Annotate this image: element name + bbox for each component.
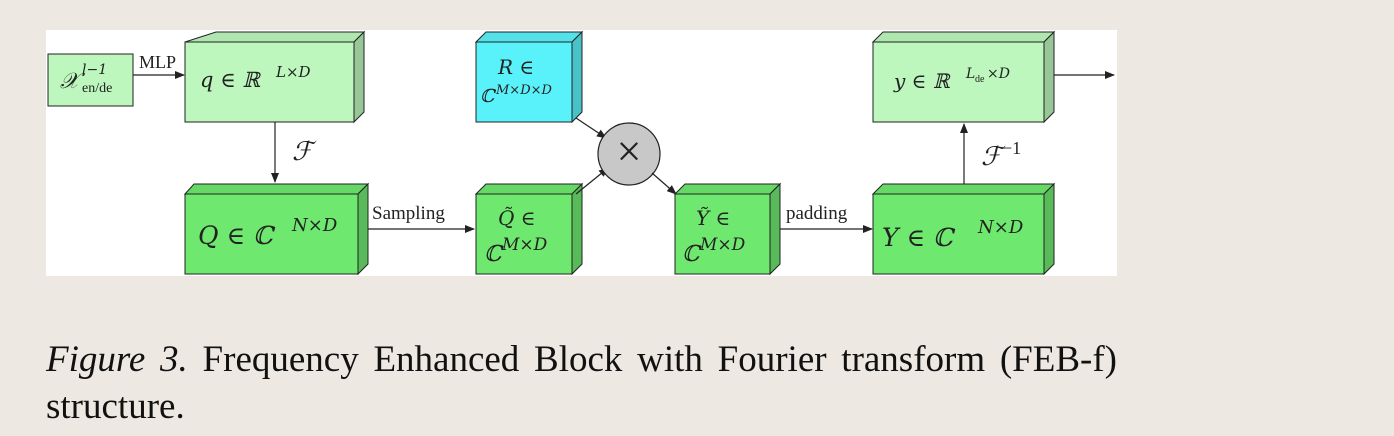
Q-tilde-line1: Q̃ ∈ — [498, 206, 536, 230]
y-sup: L — [965, 66, 975, 82]
Y-tilde-line2: ℂ — [682, 242, 702, 267]
feb-f-diagram: 𝒳 l−1 en/de MLP q ∈ ℝ L×D ℱ Q ∈ ℂ N×D Sa… — [46, 30, 1117, 276]
q-node: q ∈ ℝ L×D — [184, 30, 366, 124]
figure-label: Figure 3. — [46, 339, 188, 380]
y-text: y ∈ ℝ — [893, 69, 951, 93]
y-sup-tail: ×D — [987, 66, 1010, 82]
q-text: q ∈ ℝ — [200, 68, 261, 92]
multiply-symbol: × — [617, 127, 642, 176]
x-input-sup: l−1 — [82, 62, 107, 78]
y-node: y ∈ ℝ L de ×D — [871, 30, 1056, 124]
padding-edge: padding — [780, 203, 873, 233]
inverse-fourier-sup: −1 — [1002, 138, 1021, 158]
Q-sup: N×D — [291, 215, 338, 236]
Q-tilde-sup: M×D — [501, 235, 548, 255]
mlp-edge: MLP — [133, 52, 185, 79]
Y-sup: N×D — [977, 217, 1024, 238]
x-input-box — [47, 53, 134, 107]
fourier-label: ℱ — [292, 137, 317, 167]
padding-label: padding — [786, 203, 848, 224]
Q-node: Q ∈ ℂ N×D — [183, 182, 370, 276]
R-line2: ℂ — [480, 86, 497, 107]
R-sup: M×D×D — [495, 83, 553, 98]
R-node: R ∈ ℂ M×D×D — [474, 30, 584, 124]
x-input-node: 𝒳 l−1 en/de — [47, 53, 134, 107]
Y-node: Y ∈ ℂ N×D — [871, 182, 1056, 276]
Q-text: Q ∈ ℂ — [198, 221, 276, 250]
inverse-fourier-edge: ℱ −1 — [960, 123, 1021, 184]
figure-caption: Figure 3. Frequency Enhanced Block with … — [46, 336, 1117, 430]
Q-tilde-line2: ℂ — [484, 242, 504, 267]
Y-tilde-node: Ỹ ∈ ℂ M×D — [673, 182, 782, 276]
mlp-label: MLP — [139, 52, 176, 72]
sampling-edge: Sampling — [368, 203, 475, 233]
x-input-sub: en/de — [82, 81, 112, 96]
multiply-node: × — [575, 117, 677, 195]
caption-text: Frequency Enhanced Block with Fourier tr… — [46, 339, 1117, 427]
Q-tilde-node: Q̃ ∈ ℂ M×D — [474, 182, 584, 276]
fourier-edge: ℱ — [271, 122, 317, 183]
Y-tilde-sup: M×D — [699, 235, 746, 255]
R-line1: R ∈ — [497, 55, 534, 79]
Y-tilde-line1: Ỹ ∈ — [696, 206, 730, 230]
q-sup: L×D — [275, 63, 311, 81]
multiply-circle — [597, 122, 661, 186]
y-sup-sub: de — [975, 74, 985, 85]
Y-text: Y ∈ ℂ — [882, 223, 956, 252]
sampling-label: Sampling — [372, 203, 445, 224]
